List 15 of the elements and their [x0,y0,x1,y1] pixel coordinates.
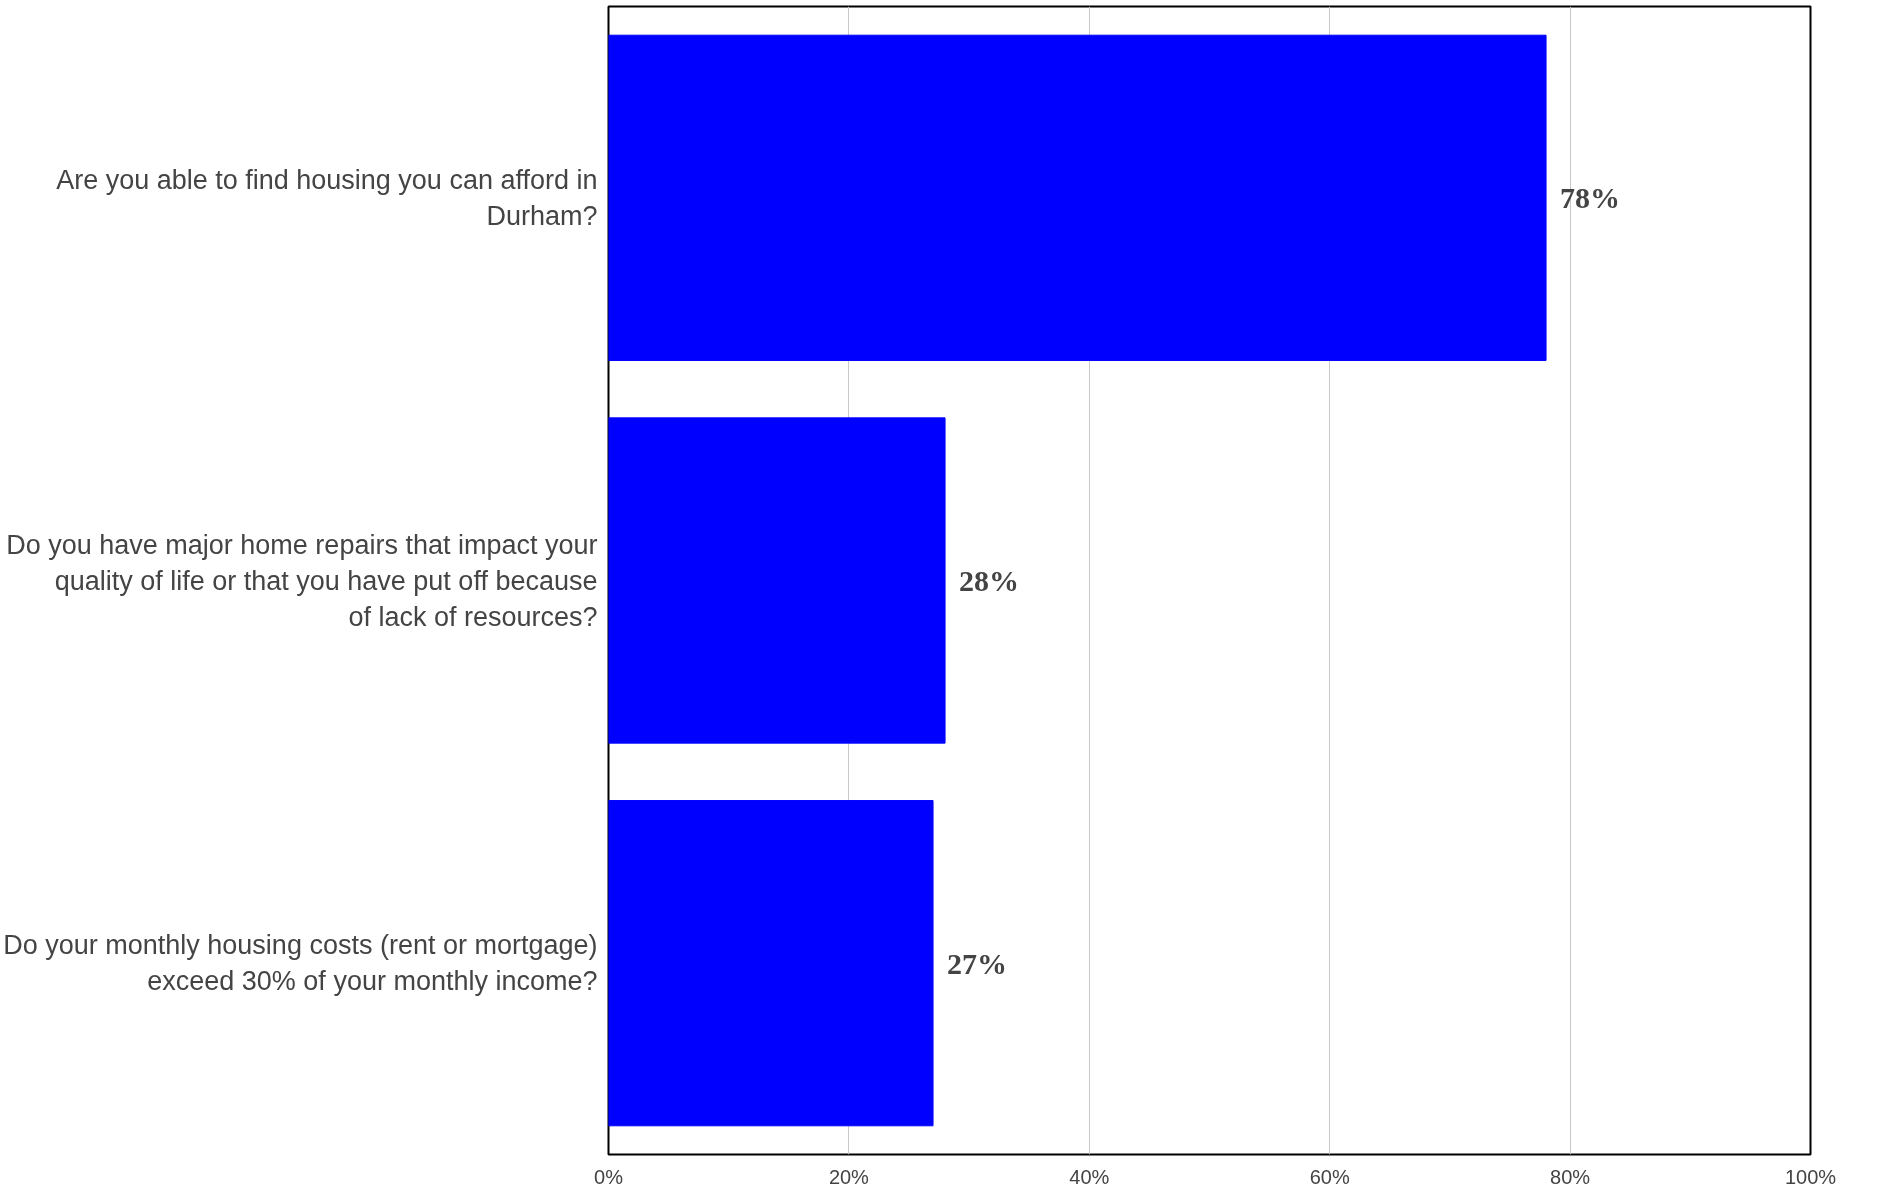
bar [608,800,934,1127]
y-tick-label: Do your monthly housing costs (rent or mortgage) exceed 30% of your monthly income? [3,930,598,997]
x-tick-label: 100% [1784,1165,1837,1188]
bar [608,34,1547,361]
y-tick-label: Do you have major home repairs that impact your quality of life or that you have put off because of lack of resources? [6,529,598,632]
data-label: 78% [1560,181,1621,215]
x-tick-label: 40% [1069,1165,1110,1188]
x-tick-label: 20% [828,1165,870,1188]
y-tick-label: Are you able to find housing you can afford in Durham? [56,164,598,231]
bar [608,417,946,744]
x-tick-label: 0% [594,1165,624,1188]
x-tick-label: 60% [1309,1165,1350,1188]
x-tick-label: 80% [1550,1165,1591,1188]
data-label: 28% [959,564,1020,597]
data-label: 27% [947,946,1008,980]
